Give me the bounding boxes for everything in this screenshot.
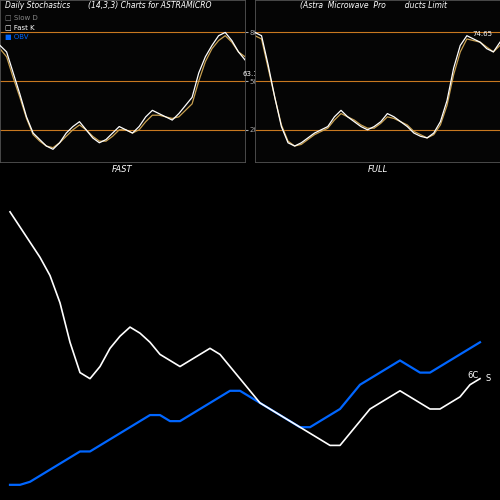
Text: (Astra  Microwave  Pro        ducts Limit: (Astra Microwave Pro ducts Limit [300, 1, 447, 10]
X-axis label: FAST: FAST [112, 165, 133, 174]
Text: Daily Stochastics: Daily Stochastics [5, 1, 70, 10]
Text: □ Slow D: □ Slow D [5, 14, 38, 20]
X-axis label: FULL: FULL [368, 165, 388, 174]
Text: (14,3,3) Charts for ASTRAMICRO: (14,3,3) Charts for ASTRAMICRO [88, 1, 212, 10]
Text: □ Fast K: □ Fast K [5, 24, 34, 30]
Text: S: S [486, 374, 491, 383]
Text: 74.65: 74.65 [472, 30, 492, 36]
Text: ■ OBV: ■ OBV [5, 34, 28, 40]
Text: 63.12: 63.12 [242, 71, 262, 77]
Text: 6C: 6C [468, 370, 479, 380]
